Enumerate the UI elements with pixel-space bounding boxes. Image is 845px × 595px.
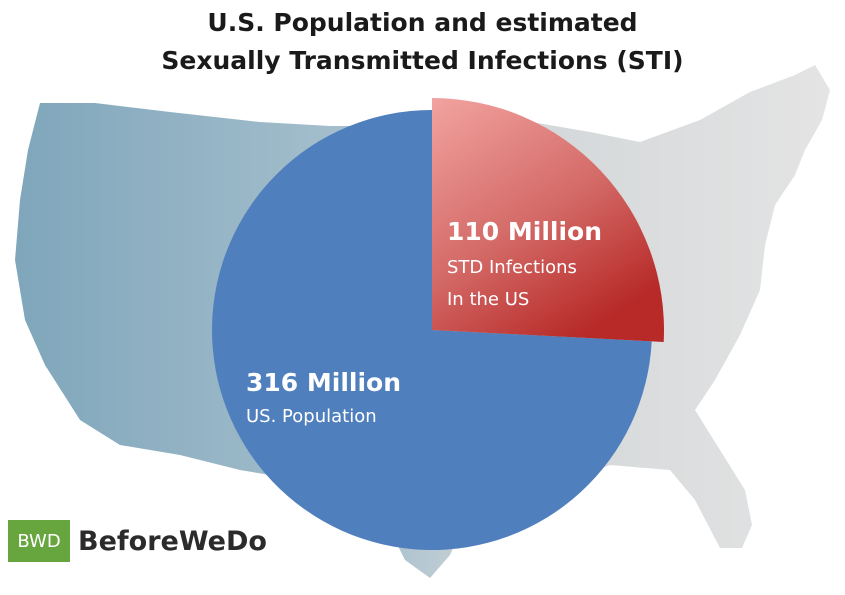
chart-title-line-2: Sexually Transmitted Infections (STI) bbox=[161, 46, 684, 75]
chart-title-line-1: U.S. Population and estimated bbox=[207, 8, 638, 37]
chart-title: U.S. Population and estimated Sexually T… bbox=[0, 4, 845, 80]
logo: BWD BeforeWeDo bbox=[8, 520, 267, 562]
population-value-label: 316 Million bbox=[246, 368, 401, 397]
population-desc-line: US. Population bbox=[246, 406, 377, 427]
logo-wordmark: BeforeWeDo bbox=[78, 525, 267, 557]
std-desc-line-1: STD Infections bbox=[447, 257, 577, 278]
pie-slices bbox=[211, 98, 664, 550]
population-label-group: 316 Million US. Population bbox=[246, 368, 401, 427]
std-label-group: 110 Million STD Infections In the US bbox=[447, 217, 602, 310]
pie-slice-us-population bbox=[211, 110, 652, 550]
logo-badge: BWD bbox=[8, 520, 70, 562]
std-desc-line-2: In the US bbox=[447, 289, 529, 310]
std-value-label: 110 Million bbox=[447, 217, 602, 246]
pie-slice-std-infections bbox=[432, 98, 664, 342]
